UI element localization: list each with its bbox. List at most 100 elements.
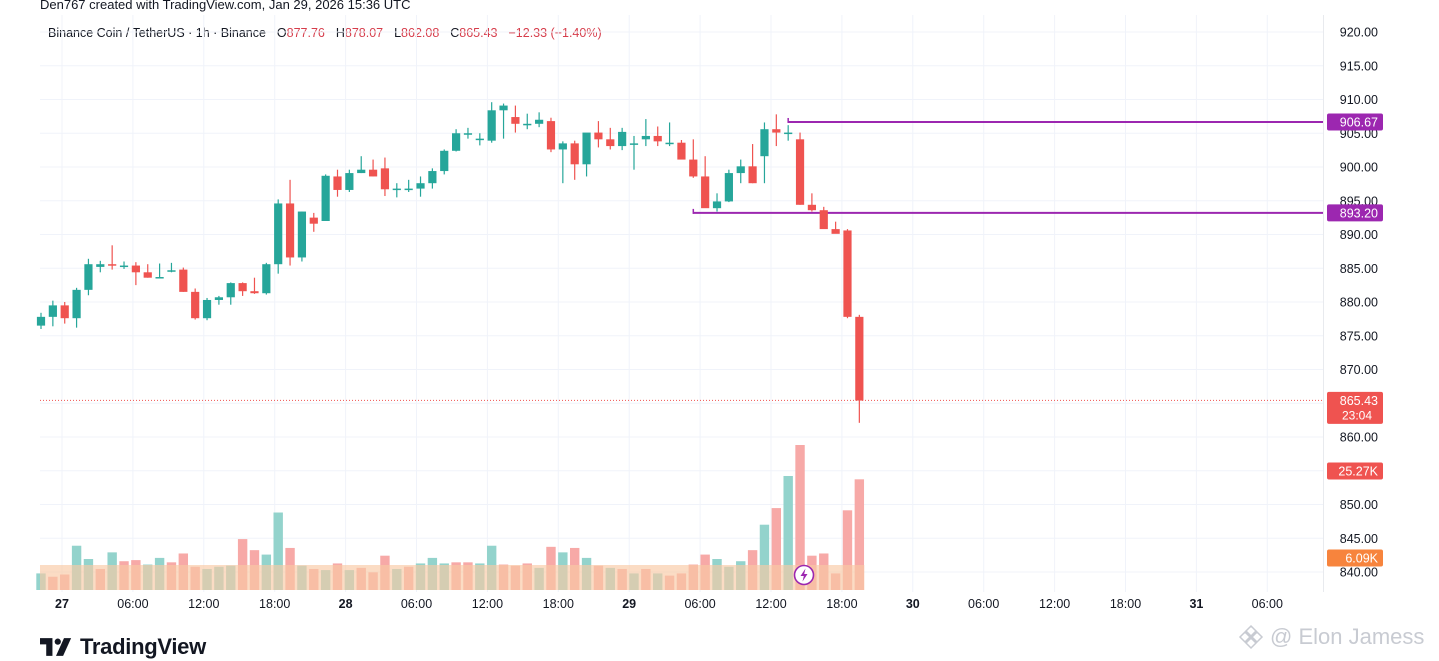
candle-body xyxy=(368,169,378,177)
y-axis-tick-label: 850.00 xyxy=(1340,498,1378,512)
volume-bar xyxy=(759,524,770,590)
high-value: 878.07 xyxy=(344,26,384,40)
high-label: H xyxy=(335,26,345,40)
candle-body xyxy=(795,139,805,205)
x-axis-tick-label: 29 xyxy=(622,597,636,611)
candle-body xyxy=(440,150,449,172)
symbol-name[interactable]: Binance Coin / TetherUS · 1h · Binance xyxy=(48,26,266,40)
x-axis-tick-label: 18:00 xyxy=(259,597,290,611)
candle-body xyxy=(831,229,840,234)
symbol-legend: Binance Coin / TetherUS · 1h · Binance O… xyxy=(48,26,602,40)
low-value: 862.08 xyxy=(401,26,440,40)
volume-bar xyxy=(771,508,782,590)
candle-body xyxy=(594,132,603,140)
candle-body xyxy=(357,169,366,174)
x-axis-tick-label: 06:00 xyxy=(1252,597,1283,611)
candle-body xyxy=(701,176,710,209)
y-axis-tick-label: 885.00 xyxy=(1340,262,1378,276)
y-axis-tick-label: 860.00 xyxy=(1340,431,1378,445)
price-chart[interactable]: 840.00845.00850.00855.00860.00865.00870.… xyxy=(0,0,1439,620)
current-price-label-bg xyxy=(1327,391,1383,424)
volume-label-bg xyxy=(1327,462,1383,480)
current-price-label: 865.43 xyxy=(1340,394,1378,408)
x-axis-tick-label: 30 xyxy=(906,597,920,611)
candle-body xyxy=(523,123,532,126)
candle-body xyxy=(238,283,247,292)
y-axis-tick-label: 880.00 xyxy=(1340,296,1378,310)
candle-body xyxy=(392,188,401,191)
candle-body xyxy=(629,143,639,145)
open-value: 877.76 xyxy=(286,26,325,40)
candle-body xyxy=(309,217,318,224)
candle-body xyxy=(345,173,354,190)
candle-body xyxy=(618,131,627,147)
candle-body xyxy=(48,305,57,317)
candle-body xyxy=(179,269,188,292)
y-axis-tick-label: 845.00 xyxy=(1340,532,1378,546)
candle-body xyxy=(333,176,342,190)
y-axis-tick-label: 920.00 xyxy=(1340,26,1378,40)
chart-area[interactable] xyxy=(40,15,1324,592)
close-value: 865.43 xyxy=(459,26,498,40)
lightning-icon[interactable] xyxy=(793,564,815,586)
close-label: C xyxy=(450,26,460,40)
candle-body xyxy=(167,270,176,272)
candle-body xyxy=(380,168,390,190)
candle-body xyxy=(131,265,140,273)
candle-body xyxy=(689,159,698,177)
candle-body xyxy=(712,201,722,209)
chart-credit: Den767 created with TradingView.com, Jan… xyxy=(40,0,411,12)
candle-body xyxy=(677,142,686,160)
y-axis-tick-label: 915.00 xyxy=(1340,59,1378,73)
volume-bar xyxy=(842,510,853,590)
y-axis-tick-label: 890.00 xyxy=(1340,228,1378,242)
candle-body xyxy=(262,264,271,294)
current-price-label-countdown: 23:04 xyxy=(1342,408,1372,422)
tradingview-logo-icon xyxy=(40,638,72,656)
candle-body xyxy=(428,171,437,184)
y-axis-tick-label: 870.00 xyxy=(1340,363,1378,377)
y-axis-tick-label: 900.00 xyxy=(1340,161,1378,175)
candle-body xyxy=(119,265,129,268)
low-label: L xyxy=(394,26,402,40)
x-axis-tick-label: 06:00 xyxy=(401,597,432,611)
candle-body xyxy=(475,138,484,141)
x-axis-tick-label: 31 xyxy=(1189,597,1203,611)
x-axis-tick-label: 18:00 xyxy=(826,597,857,611)
candle-body xyxy=(250,291,259,294)
candle-body xyxy=(535,119,544,124)
horizontal-line-price-label-2-bg xyxy=(1327,204,1383,222)
x-axis-tick-label: 12:00 xyxy=(755,597,786,611)
y-axis-tick-label: 840.00 xyxy=(1340,566,1378,580)
candle-body xyxy=(72,289,81,319)
open-label: O xyxy=(276,26,287,40)
volume-bar xyxy=(795,445,805,590)
candle-body xyxy=(416,183,425,189)
volume-bar xyxy=(237,539,248,590)
candle-body xyxy=(226,283,235,298)
candle-body xyxy=(724,173,733,202)
candle-body xyxy=(463,133,473,135)
y-axis-tick-label: 910.00 xyxy=(1340,93,1378,107)
candle-body xyxy=(784,132,793,135)
candle-body xyxy=(274,203,283,265)
candle-body xyxy=(665,142,674,145)
candle-body xyxy=(736,166,745,174)
x-axis-tick-label: 12:00 xyxy=(1039,597,1070,611)
horizontal-line-price-label-2: 893.20 xyxy=(1340,206,1378,220)
candle-body xyxy=(84,264,93,290)
x-axis-tick-label: 18:00 xyxy=(1110,597,1141,611)
candle-body xyxy=(321,175,330,221)
candle-body xyxy=(452,133,461,151)
tradingview-logo-text: TradingView xyxy=(80,634,206,659)
volume-ma-label: 6.09K xyxy=(1345,552,1378,566)
candle-body xyxy=(582,132,591,165)
candle-body xyxy=(297,211,307,258)
candle-body xyxy=(819,210,828,230)
candle-body xyxy=(191,291,200,319)
x-axis-tick-label: 12:00 xyxy=(188,597,219,611)
horizontal-line-price-label-1: 906.67 xyxy=(1340,115,1378,129)
change-value: −12.33 (−1.40%) xyxy=(508,26,602,40)
candle-body xyxy=(606,139,615,147)
candle-body xyxy=(499,105,508,111)
